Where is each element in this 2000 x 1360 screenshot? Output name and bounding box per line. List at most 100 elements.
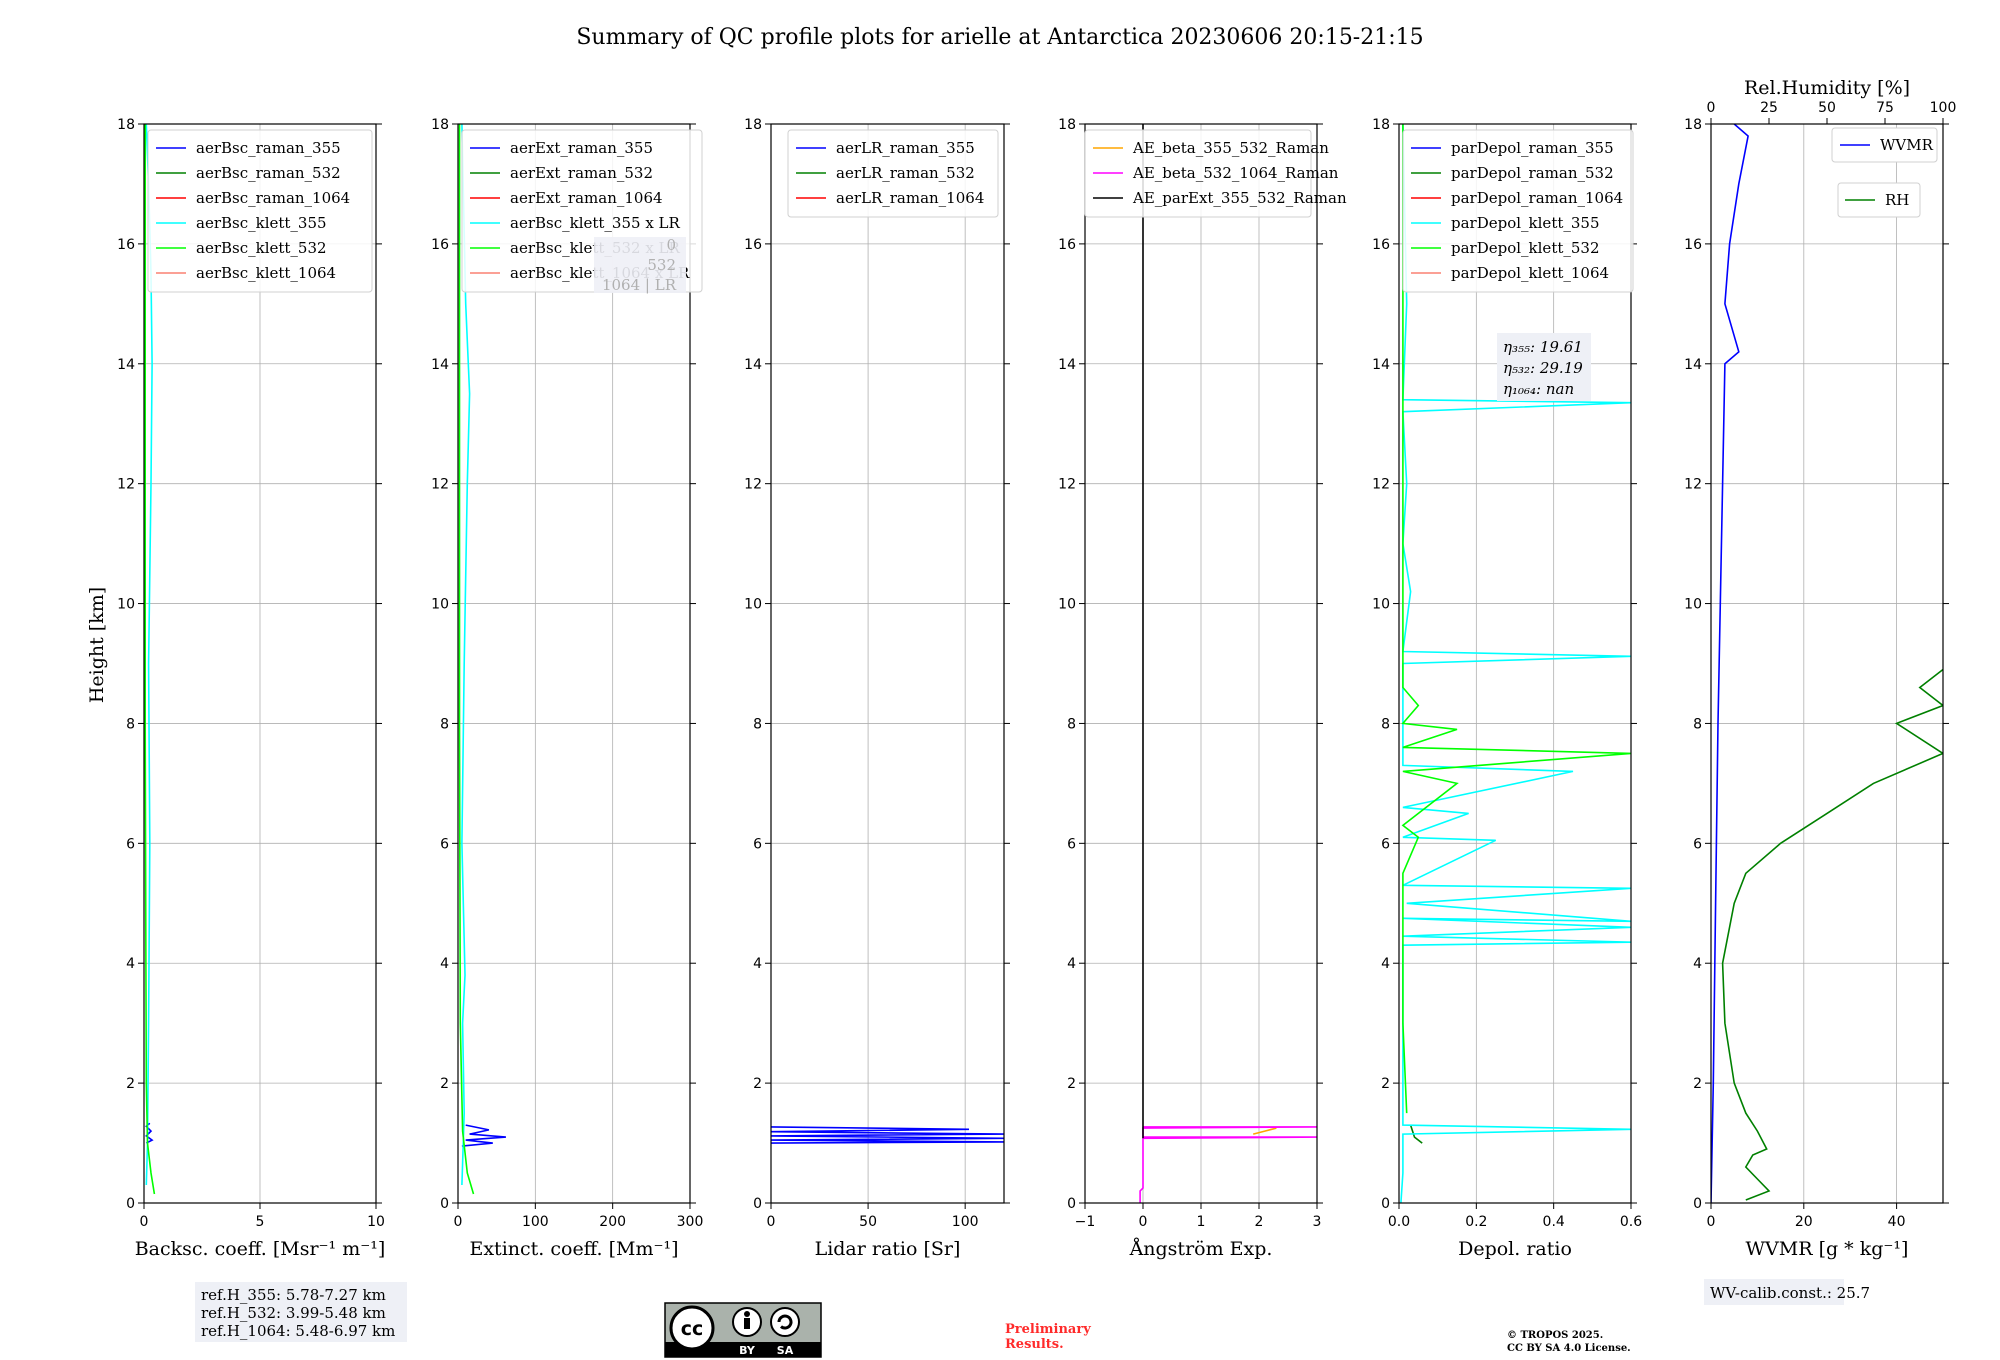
y-tick-label: 8: [126, 716, 135, 732]
axes-frame: [770, 123, 1005, 1204]
y-tick-label: 18: [1058, 117, 1076, 133]
annotation-text: 0: [666, 236, 676, 254]
series-aerExt_raman_355: [461, 1124, 506, 1147]
legend-label: aerBsc_raman_1064: [196, 189, 350, 207]
y-tick-label: 14: [117, 357, 135, 373]
top-x-tick-label: 25: [1760, 100, 1778, 116]
copyright-line-1: © TROPOS 2025.: [1507, 1330, 1603, 1341]
ref-h-1064: ref.H_1064: 5.48-6.97 km: [201, 1322, 395, 1340]
legend-box: [1837, 182, 1921, 218]
y-tick-label: 4: [1693, 956, 1702, 972]
x-tick-label: 3: [1313, 1214, 1322, 1230]
x-tick-label: 200: [599, 1214, 626, 1230]
y-tick-label: 14: [1684, 357, 1702, 373]
series-aerBsc_klett_355 x LR: [461, 124, 471, 1186]
x-tick-label: 0: [1139, 1214, 1148, 1230]
y-tick-label: 16: [1058, 237, 1076, 253]
x-tick-label: 10: [367, 1214, 385, 1230]
legend: AE_beta_355_532_Raman AE_beta_532_1064_Ra…: [1084, 129, 1347, 218]
x-tick-label: 5: [256, 1214, 265, 1230]
y-tick-label: 14: [1058, 357, 1076, 373]
series-aerBsc_klett_532: [144, 124, 156, 1195]
legend-label: aerBsc_raman_355: [196, 139, 341, 157]
y-tick-label: 2: [126, 1076, 135, 1092]
y-tick-label: 8: [1693, 716, 1702, 732]
series-aerBsc_klett_532 x LR: [458, 124, 475, 1195]
y-tick-label: 8: [1381, 716, 1390, 732]
y-tick-label: 0: [126, 1196, 135, 1212]
y-tick-label: 18: [431, 117, 449, 133]
x-tick-label: 0: [1707, 1214, 1716, 1230]
legend-label: aerBsc_klett_355: [196, 214, 327, 232]
legend-label: AE_parExt_355_532_Raman: [1132, 189, 1347, 207]
y-tick-label: 18: [744, 117, 762, 133]
top-x-tick-label: 50: [1818, 100, 1836, 116]
x-tick-label: 40: [1888, 1214, 1906, 1230]
y-tick-label: 4: [1067, 956, 1076, 972]
y-tick-label: 6: [753, 836, 762, 852]
x-tick-label: 0: [767, 1214, 776, 1230]
y-tick-label: 0: [440, 1196, 449, 1212]
legend-rh: RH: [1837, 182, 1921, 218]
y-tick-label: 10: [1372, 597, 1390, 613]
x-axis-label: Depol. ratio: [1458, 1238, 1572, 1260]
x-tick-label: 20: [1795, 1214, 1813, 1230]
legend-label: WVMR: [1880, 136, 1934, 154]
x-tick-label: 100: [522, 1214, 549, 1230]
y-tick-label: 10: [744, 597, 762, 613]
y-tick-label: 8: [1067, 716, 1076, 732]
y-tick-label: 2: [1381, 1076, 1390, 1092]
legend-label: parDepol_klett_532: [1451, 239, 1600, 257]
y-tick-label: 4: [126, 956, 135, 972]
y-tick-label: 2: [1693, 1076, 1702, 1092]
preliminary-line-1: Preliminary: [1005, 1322, 1091, 1337]
top-x-tick-label: 100: [1930, 100, 1957, 116]
wv-calibration-text: WV-calib.const.: 25.7: [1710, 1284, 1870, 1302]
legend-wvmr: WVMR: [1831, 127, 1938, 163]
series-WVMR: [1711, 124, 1749, 1203]
attribution-icon-body: [744, 1318, 750, 1329]
series-parDepol_klett_532: [1401, 124, 1631, 1114]
y-tick-label: 10: [431, 597, 449, 613]
legend-label: aerLR_raman_355: [836, 139, 975, 157]
legend-box: [1084, 129, 1312, 218]
y-tick-label: 2: [753, 1076, 762, 1092]
x-tick-label: 0.2: [1465, 1214, 1487, 1230]
y-tick-label: 0: [753, 1196, 762, 1212]
x-tick-label: 2: [1255, 1214, 1264, 1230]
y-tick-label: 10: [1684, 597, 1702, 613]
cc-license-badge: cc BY SA: [664, 1302, 822, 1358]
x-axis-label: Backsc. coeff. [Msr⁻¹ m⁻¹]: [135, 1238, 386, 1260]
cc-logo-icon: [669, 1305, 715, 1351]
legend: aerBsc_raman_355 aerBsc_raman_532 aerBsc_r…: [147, 129, 373, 293]
eta-box: η₃₅₅: 19.61 η₅₃₂: 29.19 η₁₀₆₄: nan: [1497, 333, 1591, 401]
share-alike-arrow: [777, 1314, 793, 1330]
eta-value: η₁₀₆₄: nan: [1503, 380, 1574, 398]
legend-label: aerExt_raman_355: [510, 139, 653, 157]
x-axis-label: Ångström Exp.: [1129, 1238, 1273, 1260]
panel-water_vapor: 0 2 4 6 8 10 12 14 16 18 0 20 40 WVMR [g * kg⁻¹] 0 25 50…: [1684, 77, 1956, 1260]
legend-label: aerBsc_klett_355 x LR: [510, 214, 681, 232]
ref-h-532: ref.H_532: 3.99-5.48 km: [201, 1304, 386, 1322]
legend-label: aerLR_raman_532: [836, 164, 975, 182]
panels: 0 2 4 6 8 10 12 14 16 18 0 5 10 Backsc. coeff. [Msr⁻¹…: [117, 77, 1956, 1260]
y-tick-label: 4: [1381, 956, 1390, 972]
x-tick-label: 0.4: [1543, 1214, 1565, 1230]
y-tick-label: 8: [440, 716, 449, 732]
legend-label: aerExt_raman_1064: [510, 189, 663, 207]
legend-label: aerExt_raman_532: [510, 164, 653, 182]
panel-backscatter: 0 2 4 6 8 10 12 14 16 18 0 5 10 Backsc. coeff. [Msr⁻¹…: [117, 117, 385, 1260]
y-tick-label: 8: [753, 716, 762, 732]
x-tick-label: 0.6: [1620, 1214, 1642, 1230]
y-tick-label: 14: [431, 357, 449, 373]
y-axis-label: Height [km]: [86, 587, 108, 703]
legend: parDepol_raman_355 parDepol_raman_532 parD…: [1402, 129, 1634, 293]
series-RH: [1721, 668, 1943, 1201]
y-tick-label: 10: [117, 597, 135, 613]
figure-title: Summary of QC profile plots for arielle …: [576, 25, 1423, 50]
y-tick-label: 12: [117, 477, 135, 493]
y-tick-label: 16: [1372, 237, 1390, 253]
legend: aerLR_raman_355 aerLR_raman_532 aerLR_rama…: [787, 129, 999, 218]
y-tick-label: 4: [440, 956, 449, 972]
